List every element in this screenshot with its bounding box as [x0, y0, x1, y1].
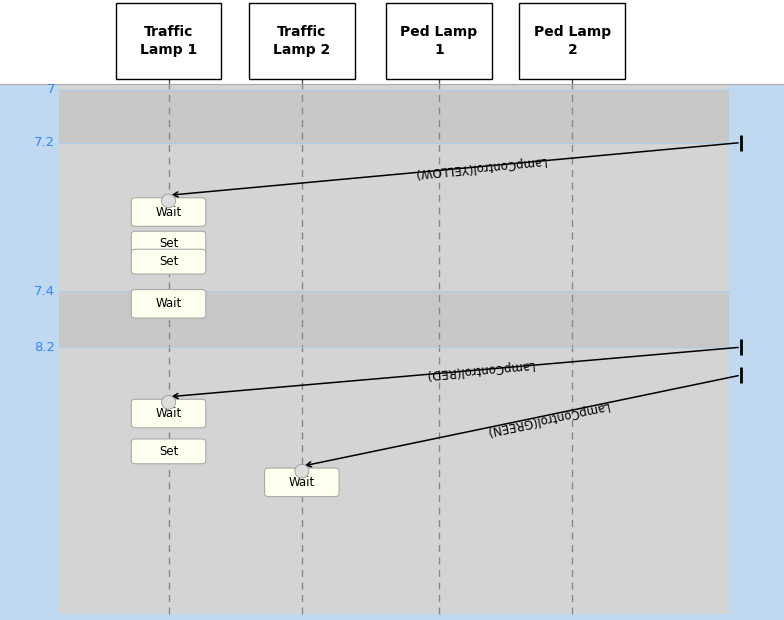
Text: 8.2: 8.2 — [34, 341, 55, 353]
Bar — [519, 3, 626, 79]
FancyBboxPatch shape — [265, 468, 339, 497]
Text: Wait: Wait — [155, 407, 182, 420]
FancyBboxPatch shape — [131, 231, 205, 256]
FancyBboxPatch shape — [131, 399, 205, 428]
Ellipse shape — [162, 194, 176, 208]
FancyBboxPatch shape — [131, 198, 205, 226]
Text: Traffic
Lamp 1: Traffic Lamp 1 — [140, 25, 198, 56]
Bar — [59, 84, 729, 90]
Bar — [116, 3, 221, 79]
Bar — [59, 90, 729, 143]
Bar — [59, 347, 729, 614]
Text: LampControl(RED): LampControl(RED) — [423, 358, 534, 381]
FancyBboxPatch shape — [131, 290, 205, 318]
Text: Wait: Wait — [289, 476, 315, 489]
Text: Set: Set — [159, 237, 178, 250]
Text: LampControl(YELLOW): LampControl(YELLOW) — [412, 154, 546, 179]
Bar — [59, 143, 729, 291]
Text: 7.4: 7.4 — [34, 285, 55, 298]
FancyBboxPatch shape — [131, 249, 205, 274]
Bar — [387, 3, 492, 79]
Text: Set: Set — [159, 445, 178, 458]
Text: Ped Lamp
2: Ped Lamp 2 — [534, 25, 611, 56]
Text: Wait: Wait — [155, 298, 182, 310]
Text: Traffic
Lamp 2: Traffic Lamp 2 — [273, 25, 331, 56]
Text: 7: 7 — [46, 84, 55, 96]
Text: Ped Lamp
1: Ped Lamp 1 — [401, 25, 477, 56]
Text: Set: Set — [159, 255, 178, 268]
Bar — [249, 3, 354, 79]
Text: Wait: Wait — [155, 206, 182, 218]
Bar — [59, 291, 729, 347]
Text: LampControl(GREEN): LampControl(GREEN) — [484, 399, 609, 437]
Bar — [0, 0, 784, 84]
Bar — [59, 84, 729, 614]
Ellipse shape — [162, 396, 176, 409]
Text: 7.2: 7.2 — [34, 136, 55, 149]
FancyBboxPatch shape — [131, 439, 205, 464]
Ellipse shape — [295, 464, 309, 478]
